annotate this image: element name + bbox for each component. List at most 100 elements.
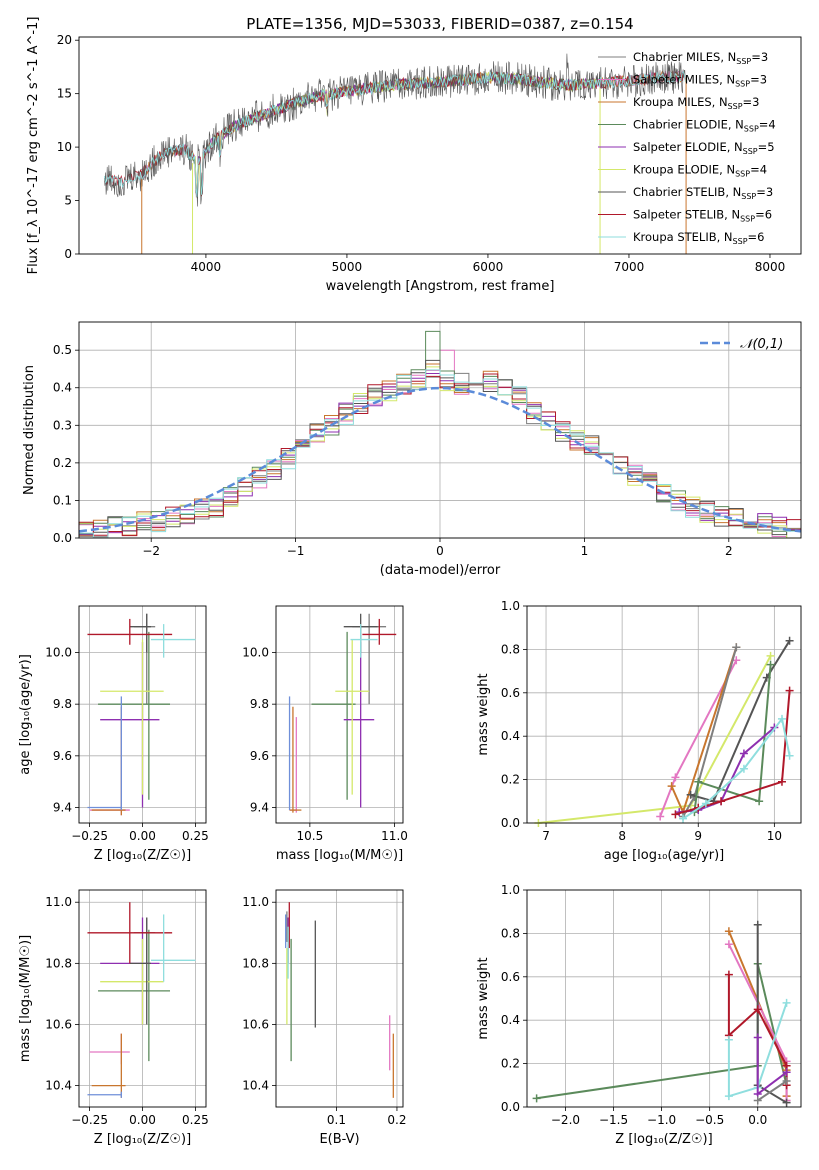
x-tick-label: 8 bbox=[618, 829, 626, 843]
weight-marker bbox=[656, 812, 665, 821]
x-axis-label: wavelength [Angstrom, rest frame] bbox=[326, 279, 555, 294]
weight-vs-metallicity-panel: −2.0 −1.5 −1.0 −0.5 0.0 0.0 0.2 0.4 0.6 0.8 1.0 Z [… bbox=[476, 883, 802, 1147]
x-tick-label: 6000 bbox=[473, 260, 504, 274]
weight-marker bbox=[724, 1035, 733, 1044]
y-tick-label: 10.6 bbox=[45, 1017, 72, 1031]
weight-marker bbox=[782, 998, 791, 1007]
legend-label: Chabrier ELODIE, NSSP=4 bbox=[633, 118, 776, 134]
weight-marker bbox=[724, 927, 733, 936]
weight-marker bbox=[785, 636, 794, 645]
spectrum-line-kroupa-stelib bbox=[104, 70, 686, 197]
weight-marker bbox=[724, 1092, 733, 1101]
y-tick-label: 0 bbox=[64, 247, 72, 261]
legend-label: Kroupa ELODIE, NSSP=4 bbox=[633, 163, 767, 179]
y-axis-label: Normed distribution bbox=[22, 365, 37, 495]
y-tick-label: 9.6 bbox=[53, 749, 72, 763]
weight-marker bbox=[732, 643, 741, 652]
spectrum-panel: 4000 5000 6000 7000 8000 0 5 10 15 20 wavelength [… bbox=[26, 17, 802, 294]
y-tick-label: 9.4 bbox=[250, 801, 269, 815]
x-tick-label: −2.0 bbox=[551, 1113, 580, 1127]
y-tick-label: 0.4 bbox=[501, 729, 520, 743]
weight-marker bbox=[532, 1094, 541, 1103]
weight-marker bbox=[766, 660, 775, 669]
weight-line-chabrier-stelib bbox=[690, 640, 791, 803]
x-tick-label: −1 bbox=[287, 544, 305, 558]
spectrum-line-chabrier-stelib bbox=[104, 53, 686, 207]
weight-marker bbox=[694, 777, 703, 786]
x-axis-label: Z [log₁₀(Z/Z☉)] bbox=[615, 1132, 712, 1147]
x-tick-label: −1.5 bbox=[599, 1113, 628, 1127]
weight-marker bbox=[785, 751, 794, 760]
y-tick-label: 0.1 bbox=[53, 493, 72, 507]
y-axis-label: mass weight bbox=[476, 673, 491, 755]
axes-frame bbox=[526, 605, 802, 824]
x-tick-label: 10 bbox=[767, 829, 782, 843]
age-vs-mass-panel: 10.5 11.0 9.4 9.6 9.8 10.0 mass [log₁₀(M/M☉)] bbox=[242, 605, 408, 863]
x-tick-label: 11.0 bbox=[381, 829, 408, 843]
y-axis-label: mass [log₁₀(M/M☉)] bbox=[18, 935, 33, 1062]
y-tick-label: 0.8 bbox=[501, 642, 520, 656]
x-tick-label: 7 bbox=[542, 829, 550, 843]
x-axis-label: mass [log₁₀(M/M☉)] bbox=[276, 848, 403, 863]
y-tick-label: 0.4 bbox=[501, 1013, 520, 1027]
x-tick-label: 7000 bbox=[614, 260, 645, 274]
axes-frame bbox=[78, 36, 802, 255]
x-tick-label: 10.5 bbox=[297, 829, 324, 843]
x-tick-label: 0 bbox=[436, 544, 444, 558]
weight-marker bbox=[766, 651, 775, 660]
weight-marker bbox=[701, 799, 710, 808]
y-tick-label: 0.8 bbox=[501, 926, 520, 940]
y-tick-label: 0.5 bbox=[53, 343, 72, 357]
axes-frame bbox=[275, 605, 404, 824]
axes-frame bbox=[78, 889, 207, 1108]
legend-label: Salpeter ELODIE, NSSP=5 bbox=[633, 140, 775, 156]
legend-label: 𝒩(0,1) bbox=[740, 337, 783, 352]
weight-line-kroupa-stelib bbox=[727, 1002, 788, 1098]
y-axis-label: Flux [f_λ 10^-17 erg cm^-2 s^-1 A^-1] bbox=[26, 17, 41, 275]
y-tick-label: 0.2 bbox=[501, 773, 520, 787]
weight-marker bbox=[671, 773, 680, 782]
mass-vs-metallicity-panel: −0.25 0.00 0.25 10.4 10.6 10.8 11.0 Z [log₁₀(Z/… bbox=[18, 889, 209, 1147]
y-axis-label: mass weight bbox=[476, 957, 491, 1039]
x-axis-label: Z [log₁₀(Z/Z☉)] bbox=[94, 1132, 191, 1147]
y-tick-label: 11.0 bbox=[45, 895, 72, 909]
x-tick-label: 4000 bbox=[191, 260, 222, 274]
x-tick-label: 0.00 bbox=[129, 829, 156, 843]
y-tick-label: 0.2 bbox=[501, 1057, 520, 1071]
x-axis-label: E(B-V) bbox=[319, 1132, 359, 1147]
x-tick-label: 0.25 bbox=[182, 829, 209, 843]
axes-frame bbox=[78, 321, 802, 539]
y-tick-label: 0.6 bbox=[501, 970, 520, 984]
y-tick-label: 0.6 bbox=[501, 686, 520, 700]
weight-marker bbox=[686, 790, 695, 799]
weight-marker bbox=[739, 764, 748, 773]
x-tick-label: 0.25 bbox=[182, 1113, 209, 1127]
x-tick-label: −0.5 bbox=[695, 1113, 724, 1127]
weight-marker bbox=[782, 1076, 791, 1085]
y-tick-label: 10 bbox=[57, 140, 72, 154]
x-tick-label: 8000 bbox=[755, 260, 786, 274]
y-tick-label: 9.8 bbox=[250, 697, 269, 711]
weight-marker bbox=[785, 686, 794, 695]
y-tick-label: 9.4 bbox=[53, 801, 72, 815]
x-tick-label: 2 bbox=[725, 544, 733, 558]
age-vs-metallicity-panel: −0.25 0.00 0.25 9.4 9.6 9.8 10.0 Z [log₁₀(Z/Z☉)… bbox=[18, 605, 209, 863]
y-tick-label: 0.2 bbox=[53, 456, 72, 470]
x-tick-label: 0.0 bbox=[748, 1113, 767, 1127]
y-tick-label: 0.0 bbox=[53, 531, 72, 545]
y-tick-label: 9.6 bbox=[250, 749, 269, 763]
weight-marker bbox=[782, 1068, 791, 1077]
weight-marker bbox=[755, 797, 764, 806]
weight-marker bbox=[667, 782, 676, 791]
x-tick-label: −0.25 bbox=[71, 829, 108, 843]
y-tick-label: 10.8 bbox=[45, 956, 72, 970]
y-tick-label: 10.6 bbox=[242, 1017, 269, 1031]
y-tick-label: 10.0 bbox=[45, 646, 72, 660]
y-axis-label: age [log₁₀(age/yr)] bbox=[18, 654, 33, 775]
weight-line-chabrier-elodie bbox=[693, 664, 772, 813]
weight-line-kroupa-elodie bbox=[538, 655, 772, 824]
y-tick-label: 9.8 bbox=[53, 697, 72, 711]
axes-frame bbox=[78, 605, 207, 824]
y-tick-label: 11.0 bbox=[242, 895, 269, 909]
